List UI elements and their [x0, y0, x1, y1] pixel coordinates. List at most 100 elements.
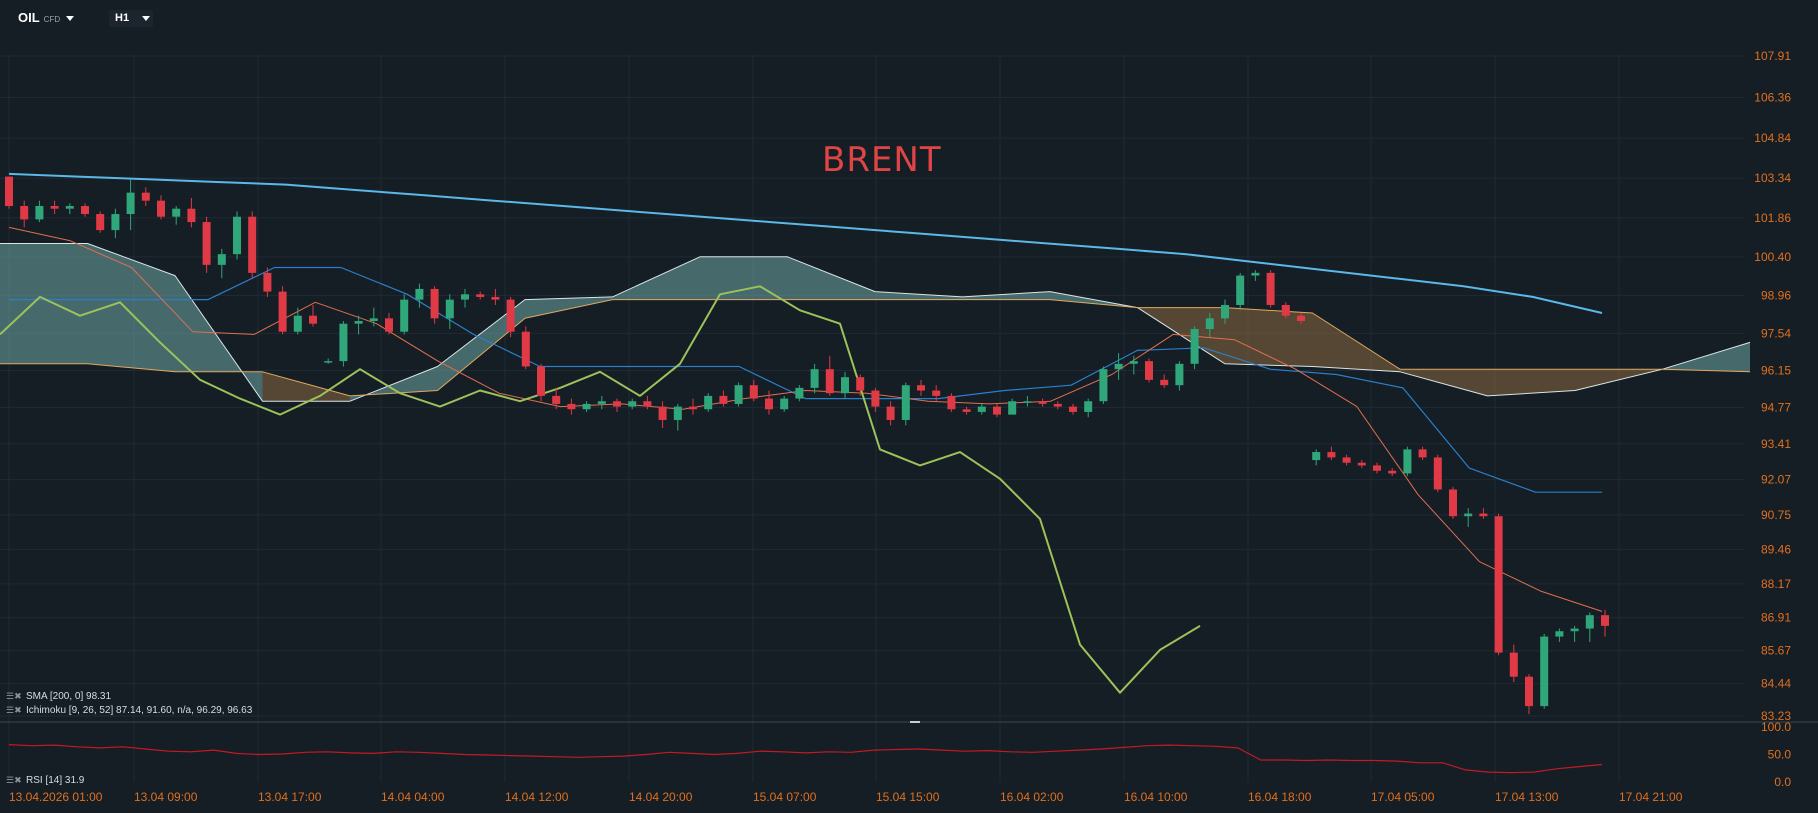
settings-close-icons[interactable]: ☰✖ — [6, 691, 22, 701]
ichimoku-cloud-segment — [1400, 369, 1488, 396]
candle-body — [324, 361, 333, 363]
ichimoku-base-line — [9, 266, 1602, 493]
candle-body — [521, 331, 530, 367]
candle-body — [65, 206, 74, 209]
x-tick-label: 15.04 15:00 — [876, 790, 940, 804]
timeframe-selector[interactable]: H1 — [109, 10, 153, 27]
candle-body — [278, 291, 287, 332]
ichimoku-cloud-segment — [700, 256, 788, 300]
candle-body — [1585, 615, 1594, 629]
toolbar: OIL CFD H1 — [0, 0, 1818, 36]
candle-body — [1342, 457, 1351, 463]
y-tick-label: 97.54 — [1761, 326, 1791, 340]
candle-body — [461, 294, 469, 300]
candle-body — [385, 318, 393, 332]
candle-body — [491, 296, 500, 300]
candle-body — [901, 385, 910, 420]
ichimoku-cloud-segment — [437, 299, 525, 391]
candle-body — [658, 406, 667, 420]
candle-body — [643, 401, 652, 407]
x-tick-label: 16.04 02:00 — [1000, 790, 1064, 804]
x-tick-label: 13.04 09:00 — [134, 790, 198, 804]
candle-body — [354, 321, 363, 324]
candle-body — [400, 299, 409, 332]
y-tick-label: 89.46 — [1761, 542, 1791, 556]
x-tick-label: 17.04 13:00 — [1495, 790, 1559, 804]
x-tick-label: 17.04 05:00 — [1371, 790, 1435, 804]
sma-200-line — [8, 172, 1603, 314]
ichimoku-cloud-segment — [962, 291, 1050, 300]
candle-body — [263, 272, 272, 292]
settings-close-icons[interactable]: ☰✖ — [6, 705, 22, 715]
candle-body — [977, 406, 986, 412]
y-tick-label: 100.40 — [1754, 250, 1791, 264]
candle-body — [1555, 631, 1564, 637]
candle-body — [415, 288, 424, 300]
settings-close-icons[interactable]: ☰✖ — [6, 775, 22, 785]
ichimoku-cloud-segment — [1487, 369, 1575, 396]
symbol-label: OIL — [18, 10, 40, 25]
candle-body — [1494, 516, 1503, 653]
candle-body — [1236, 275, 1245, 305]
candle-body — [233, 216, 241, 255]
candle-body — [157, 200, 165, 217]
candle-body — [1327, 452, 1336, 458]
candle-body — [35, 206, 44, 220]
symbol-chevron-down-icon[interactable] — [66, 16, 74, 21]
candle-body — [689, 406, 697, 410]
timeframe-label: H1 — [115, 12, 130, 24]
candle-body — [1205, 318, 1214, 330]
candle-body — [172, 208, 181, 217]
legend-rsi[interactable]: ☰✖ RSI [14] 31.9 — [6, 775, 84, 786]
candle-body — [1479, 513, 1488, 517]
candle-body — [780, 398, 789, 410]
candle-body — [1449, 489, 1457, 517]
x-tick-label: 15.04 07:00 — [753, 790, 817, 804]
candle-body — [187, 208, 196, 223]
ichimoku-span-b-line — [0, 299, 1751, 397]
candle-body — [369, 318, 378, 322]
x-tick-label: 16.04 10:00 — [1124, 790, 1188, 804]
candle-body — [1373, 465, 1381, 471]
y-tick-label: 83.23 — [1761, 709, 1791, 723]
ichimoku-legend-text: Ichimoku [9, 26, 52] 87.14, 91.60, n/a, … — [26, 705, 253, 716]
y-tick-label: 85.67 — [1761, 644, 1791, 658]
y-tick-label: 98.96 — [1761, 288, 1791, 302]
y-tick-label: 101.86 — [1754, 211, 1791, 225]
legend-sma[interactable]: ☰✖ SMA [200, 0] 98.31 — [6, 691, 111, 702]
candle-body — [1297, 315, 1305, 322]
rsi-tick-label: 0.0 — [1774, 775, 1791, 789]
candle-body — [1069, 406, 1077, 412]
candle-body — [947, 395, 956, 410]
candle-body — [1540, 636, 1549, 707]
candle-body — [1266, 272, 1275, 305]
ichimoku-cloud-segment — [0, 243, 88, 364]
x-tick-label: 17.04 21:00 — [1619, 790, 1683, 804]
symbol-selector[interactable]: OIL CFD — [18, 10, 60, 25]
candle-body — [217, 254, 226, 265]
pane-resize-handle — [910, 721, 920, 723]
ichimoku-lagging-line — [0, 285, 1201, 694]
candle-body — [810, 369, 819, 388]
candle-body — [1433, 457, 1442, 490]
candle-body — [1038, 401, 1047, 404]
timeframe-chevron-down-icon[interactable] — [142, 16, 150, 21]
candle-body — [96, 214, 105, 231]
candle-body — [841, 377, 849, 394]
candle-body — [1403, 449, 1412, 474]
candle-body — [1008, 401, 1017, 415]
legend-ichimoku[interactable]: ☰✖ Ichimoku [9, 26, 52] 87.14, 91.60, n/a… — [6, 705, 252, 716]
candle-body — [293, 315, 302, 332]
chart-overlay-title: BRENT — [822, 140, 942, 180]
candle-body — [765, 398, 773, 410]
x-tick-label: 13.04 17:00 — [258, 790, 322, 804]
x-tick-label: 14.04 04:00 — [381, 790, 445, 804]
rsi-line — [8, 744, 1603, 774]
candle-body — [1084, 401, 1093, 412]
candle-body — [1525, 676, 1533, 707]
candle-body — [1601, 615, 1609, 626]
candle-body — [825, 369, 834, 394]
candle-body — [1509, 652, 1518, 677]
candle-body — [1114, 363, 1123, 370]
